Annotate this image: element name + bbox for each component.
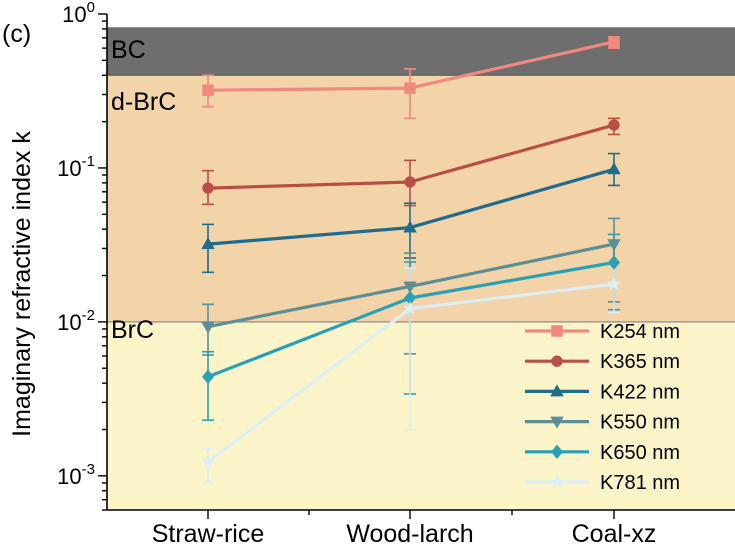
data-point-k422-nm-1 [403,220,417,233]
data-point-k550-nm-1 [403,281,417,294]
legend-item-k650-nm: K650 nm [525,442,680,464]
regions-layer [107,27,735,510]
legend-item-k550-nm: K550 nm [525,412,680,434]
data-point-k422-nm-0 [201,237,215,250]
legend: K254 nm K365 nm K422 nm K550 nm K650 nm K781 … [525,321,680,494]
legend-label: K365 nm [600,351,680,373]
y-tick-label-base: 10 [57,310,81,335]
data-point-k650-nm-2 [607,255,621,270]
region-bc [107,27,735,76]
data-point-k365-nm-2 [608,119,620,131]
y-tick-label: 100 [62,0,95,27]
data-point-k650-nm-0 [201,369,215,385]
data-point-k422-nm-2 [607,162,621,175]
data-point-k254-nm-0 [202,84,214,96]
legend-label: K781 nm [600,472,680,494]
y-tick-label-exponent: -3 [82,461,95,478]
data-point-k365-nm-1 [404,176,416,188]
data-point-k781-nm-1 [402,301,418,315]
legend-label: K650 nm [600,442,680,464]
y-tick-label-exponent: -1 [82,153,95,170]
region-label-d-brc: d-BrC [111,88,176,116]
y-tick-label: 10-3 [57,461,95,489]
legend-marker [549,474,565,489]
data-point-k550-nm-0 [201,321,215,334]
legend-item-k422-nm: K422 nm [525,381,680,403]
y-tick-label-base: 10 [57,464,81,489]
legend-label: K254 nm [600,321,680,343]
legend-marker [551,355,563,367]
legend-marker [550,444,564,460]
legend-item-k781-nm: K781 nm [525,472,680,494]
panel-label: (c) [2,20,31,48]
region-d-brc [107,75,735,322]
y-tick-label-exponent: 0 [87,0,95,16]
data-point-k781-nm-0 [200,454,216,469]
region-brc [107,321,735,510]
y-axis-label: Imaginary refractive index k [8,131,36,437]
legend-marker [550,384,564,397]
y-tick-label: 10-1 [57,153,95,181]
legend-marker [550,416,564,429]
y-tick-label-exponent: -2 [82,307,95,324]
y-tick-label-base: 10 [57,156,81,181]
x-tick-label: Straw-rice [152,520,265,548]
y-tick-label-base: 10 [62,2,86,27]
legend-label: K422 nm [600,381,680,403]
legend-item-k254-nm: K254 nm [525,321,680,343]
x-tick-label: Coal-xz [572,520,657,548]
legend-marker [551,325,563,337]
region-label-bc: BC [111,36,146,64]
data-point-k781-nm-2 [606,276,622,291]
series-markers [200,36,622,469]
errorbar-k650-nm-0 [202,350,214,421]
data-point-k254-nm-2 [608,36,620,48]
x-tick-label: Wood-larch [346,520,473,548]
legend-label: K550 nm [600,412,680,434]
data-point-k550-nm-2 [607,239,621,252]
region-labels: BC d-BrC BrC [111,36,176,344]
legend-item-k365-nm: K365 nm [525,351,680,373]
region-label-brc: BrC [111,316,154,344]
data-point-k254-nm-1 [404,82,416,94]
data-point-k365-nm-0 [202,182,214,194]
y-tick-label: 10-2 [57,307,95,335]
